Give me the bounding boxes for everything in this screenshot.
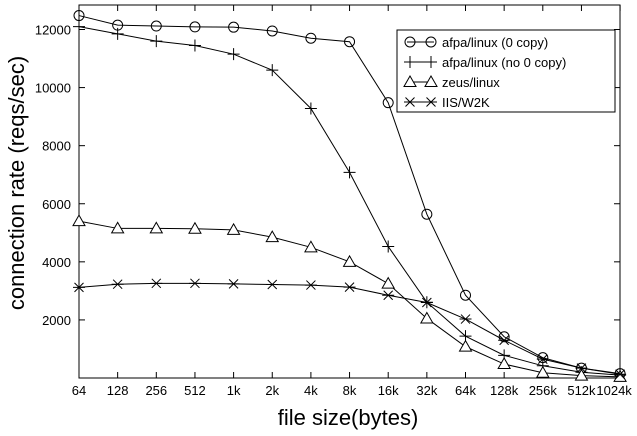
data-point-triangle [226, 222, 241, 235]
x-tick-label: 256k [529, 383, 558, 398]
x-tick-label: 32k [416, 383, 437, 398]
data-point-triangle [188, 221, 202, 234]
legend-label: zeus/linux [442, 75, 500, 90]
x-tick-label: 64k [455, 383, 476, 398]
data-point-plus [227, 48, 240, 61]
data-point-asterisk [425, 97, 437, 107]
x-tick-label: 64 [72, 383, 86, 398]
legend-label: IIS/W2K [442, 95, 490, 110]
data-point-plus [425, 56, 437, 68]
data-point-plus [343, 166, 356, 179]
data-point-asterisk [420, 297, 433, 308]
data-point-circle [266, 25, 278, 37]
y-tick-label: 8000 [42, 139, 71, 154]
legend-box [396, 29, 616, 113]
x-tick-label: 4k [304, 383, 318, 398]
data-point-circle [421, 208, 433, 220]
data-point-triangle [403, 74, 417, 87]
data-point-plus [304, 102, 317, 115]
data-point-circle [498, 331, 510, 343]
data-point-circle [460, 289, 471, 301]
legend-item: zeus/linux [403, 74, 500, 90]
data-point-triangle [149, 221, 164, 234]
y-axis: 2000 4000 6000 8000 10000 12000 [35, 23, 620, 328]
data-point-asterisk [150, 278, 163, 289]
data-point-triangle [574, 368, 589, 381]
legend-item: afpa/linux (no 0 copy) [404, 55, 566, 70]
data-point-plus [382, 240, 395, 253]
y-tick-label: 2000 [42, 313, 71, 328]
series-layer [72, 10, 627, 382]
data-point-asterisk [266, 279, 279, 290]
data-point-triangle [265, 230, 280, 243]
y-tick-label: 10000 [35, 81, 71, 96]
x-tick-label: 2k [265, 383, 279, 398]
data-point-triangle [424, 74, 438, 87]
data-point-triangle [613, 369, 627, 382]
data-point-circle [189, 21, 201, 33]
data-point-asterisk [498, 335, 511, 346]
y-tick-label: 6000 [42, 197, 71, 212]
data-point-asterisk [343, 282, 356, 292]
data-point-triangle [72, 214, 86, 227]
data-point-asterisk [536, 354, 549, 364]
data-point-asterisk [111, 279, 124, 290]
legend-item: IIS/W2K [404, 95, 490, 110]
data-point-asterisk [404, 97, 416, 107]
data-point-plus [266, 64, 279, 77]
x-tick-label: 256 [145, 383, 167, 398]
x-tick-label: 1024k [596, 383, 632, 398]
data-point-circle [344, 36, 356, 48]
series-4 [73, 278, 627, 380]
x-tick-label: 8k [343, 383, 357, 398]
legend: afpa/linux (0 copy) afpa/linux (no 0 copy… [396, 29, 616, 113]
data-point-circle [73, 10, 85, 22]
data-point-circle [305, 32, 317, 44]
data-point-triangle [535, 365, 550, 378]
data-point-triangle [458, 339, 473, 352]
data-point-plus [150, 35, 163, 48]
legend-label: afpa/linux (0 copy) [442, 35, 548, 50]
data-point-asterisk [382, 290, 395, 301]
data-point-circle [150, 20, 162, 32]
series-line [78, 15, 621, 375]
x-tick-label: 16k [378, 383, 399, 398]
data-point-asterisk [227, 279, 240, 289]
data-point-asterisk [614, 369, 627, 380]
data-point-circle [382, 97, 394, 109]
data-point-triangle [342, 254, 357, 267]
data-point-asterisk [73, 282, 85, 293]
data-point-circle [228, 21, 240, 33]
data-point-circle [425, 36, 437, 48]
data-point-triangle [419, 311, 434, 324]
series-line [78, 220, 621, 378]
data-point-plus [188, 39, 201, 52]
y-tick-label: 4000 [42, 255, 71, 270]
data-point-plus [404, 56, 416, 68]
data-point-plus [73, 20, 85, 33]
data-point-triangle [304, 240, 318, 253]
legend-label: afpa/linux (no 0 copy) [442, 55, 566, 70]
data-point-asterisk [188, 278, 201, 289]
data-point-triangle [110, 221, 125, 234]
data-point-triangle [497, 357, 512, 370]
data-point-triangle [381, 276, 396, 289]
legend-item: afpa/linux (0 copy) [404, 35, 548, 50]
x-tick-label: 512 [184, 383, 206, 398]
data-point-asterisk [575, 363, 588, 373]
x-tick-label: 128 [107, 383, 129, 398]
x-axis-title: file size(bytes) [278, 405, 419, 430]
x-tick-label: 128k [490, 383, 519, 398]
y-tick-label: 12000 [35, 23, 71, 38]
series-3 [72, 214, 627, 382]
data-point-asterisk [304, 280, 317, 290]
x-tick-label: 1k [227, 383, 241, 398]
x-tick-label: 512k [567, 383, 596, 398]
data-point-plus [111, 27, 124, 40]
data-point-circle [404, 36, 416, 48]
data-point-asterisk [459, 314, 472, 324]
y-axis-title: connection rate (reqs/sec) [4, 56, 29, 310]
x-axis: 64 128 256 512 1k 2k 4k 8k 16k 32k 64k 128k 256k 512k… [72, 5, 632, 398]
